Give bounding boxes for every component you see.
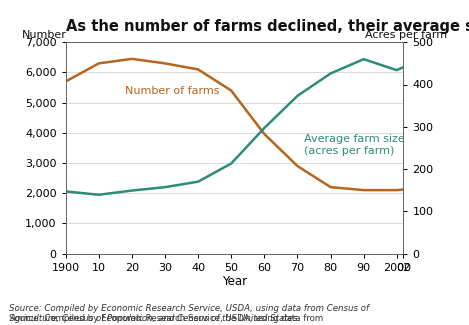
X-axis label: Year: Year bbox=[222, 275, 247, 288]
Text: Number: Number bbox=[22, 30, 67, 40]
Text: Average farm size
(acres per farm): Average farm size (acres per farm) bbox=[304, 134, 405, 156]
Text: As the number of farms declined, their average size increased: As the number of farms declined, their a… bbox=[66, 19, 469, 34]
Text: Source: Compiled by Economic Research Service, USDA, using data from Census of
A: Source: Compiled by Economic Research Se… bbox=[9, 304, 370, 323]
Text: Number of farms: Number of farms bbox=[125, 85, 220, 96]
Text: Source: Compiled by Economic Research Service, USDA, using data from: Source: Compiled by Economic Research Se… bbox=[9, 314, 326, 323]
Text: Acres per farm: Acres per farm bbox=[365, 30, 447, 40]
